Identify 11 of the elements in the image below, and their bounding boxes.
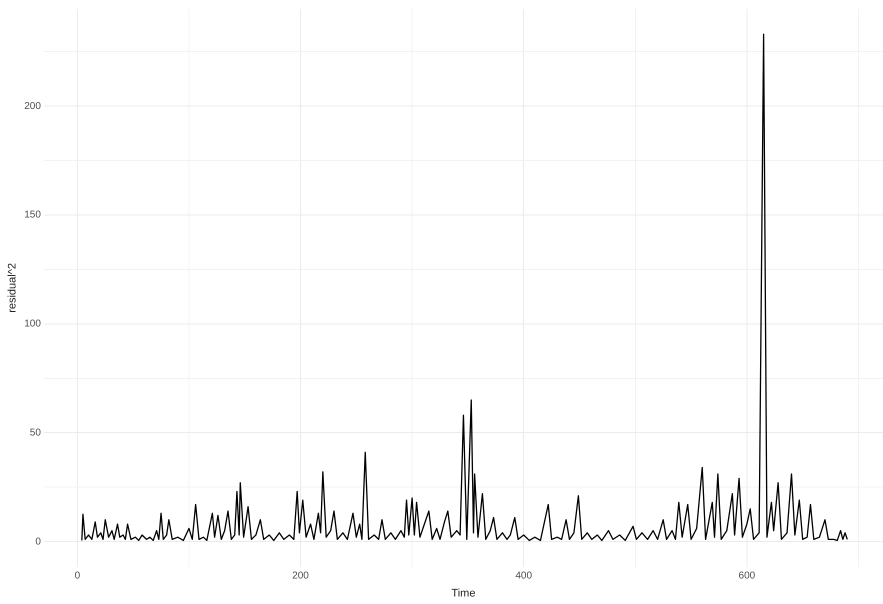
y-tick-label: 0	[35, 536, 42, 548]
y-axis-title: residual^2	[6, 262, 19, 313]
x-tick-label: 400	[515, 570, 532, 582]
x-tick-label: 0	[74, 570, 81, 582]
y-tick-label: 100	[24, 318, 42, 330]
y-tick-label: 150	[24, 210, 42, 221]
x-tick-label: 600	[738, 570, 756, 582]
x-tick-label: 200	[292, 570, 310, 582]
y-tick-label: 50	[30, 427, 42, 438]
y-tick-label: 200	[24, 100, 42, 112]
x-axis-title: Time	[451, 587, 476, 600]
